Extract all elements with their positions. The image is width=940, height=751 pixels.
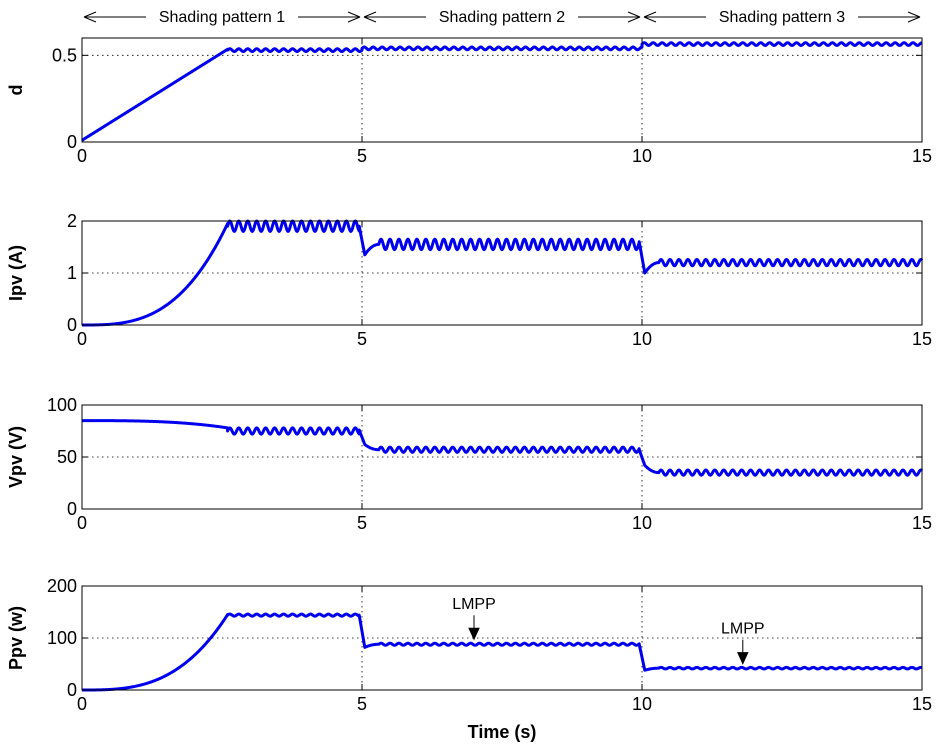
x-tick-label: 15 <box>912 513 932 533</box>
x-tick-label: 0 <box>77 146 87 166</box>
axes-frame <box>81 37 923 143</box>
x-tick-label: 5 <box>357 694 367 714</box>
series-line-3-0 <box>81 612 923 692</box>
y-tick-label: 0 <box>67 680 77 700</box>
arrow-head-right-icon <box>347 11 361 23</box>
shading-pattern-label: Shading pattern 2 <box>439 9 565 26</box>
x-tick-label: 10 <box>632 694 652 714</box>
x-tick-label: 10 <box>632 513 652 533</box>
arrow-head-left-icon <box>643 11 657 23</box>
y-tick-label: 0.5 <box>52 45 77 65</box>
series-line-1-0 <box>81 219 924 327</box>
x-axis-label: Time (s) <box>468 722 537 742</box>
x-tick-label: 5 <box>357 146 367 166</box>
y-axis-label: Vpv (V) <box>6 426 26 488</box>
x-tick-label: 0 <box>77 694 87 714</box>
series-line-0-0 <box>81 41 923 142</box>
y-tick-label: 2 <box>67 211 77 231</box>
x-tick-label: 10 <box>632 329 652 349</box>
y-tick-label: 50 <box>57 447 77 467</box>
y-tick-label: 0 <box>67 499 77 519</box>
y-tick-label: 0 <box>67 132 77 152</box>
lmpp-label: LMPP <box>452 596 496 613</box>
arrow-head-right-icon <box>627 11 641 23</box>
x-tick-label: 15 <box>912 694 932 714</box>
x-tick-label: 15 <box>912 329 932 349</box>
x-tick-label: 15 <box>912 146 932 166</box>
shading-pattern-label: Shading pattern 1 <box>159 9 285 26</box>
shading-pattern-label: Shading pattern 3 <box>719 9 845 26</box>
y-tick-label: 100 <box>47 395 77 415</box>
series-line-2-0 <box>81 419 924 477</box>
x-tick-label: 0 <box>77 329 87 349</box>
y-axis-label: Ppv (w) <box>6 606 26 670</box>
y-tick-label: 1 <box>67 263 77 283</box>
y-axis-label: Ipv (A) <box>6 245 26 301</box>
y-axis-label: d <box>6 85 26 96</box>
lmpp-label: LMPP <box>721 621 765 638</box>
y-tick-label: 0 <box>67 315 77 335</box>
lmpp-arrow-head-icon <box>468 627 480 641</box>
x-tick-label: 5 <box>357 329 367 349</box>
arrow-head-left-icon <box>363 11 377 23</box>
y-tick-label: 100 <box>47 628 77 648</box>
x-tick-label: 0 <box>77 513 87 533</box>
arrow-head-right-icon <box>907 11 921 23</box>
y-tick-label: 200 <box>47 576 77 596</box>
x-tick-label: 5 <box>357 513 367 533</box>
arrow-head-left-icon <box>83 11 97 23</box>
lmpp-arrow-head-icon <box>737 652 749 665</box>
x-tick-label: 10 <box>632 146 652 166</box>
